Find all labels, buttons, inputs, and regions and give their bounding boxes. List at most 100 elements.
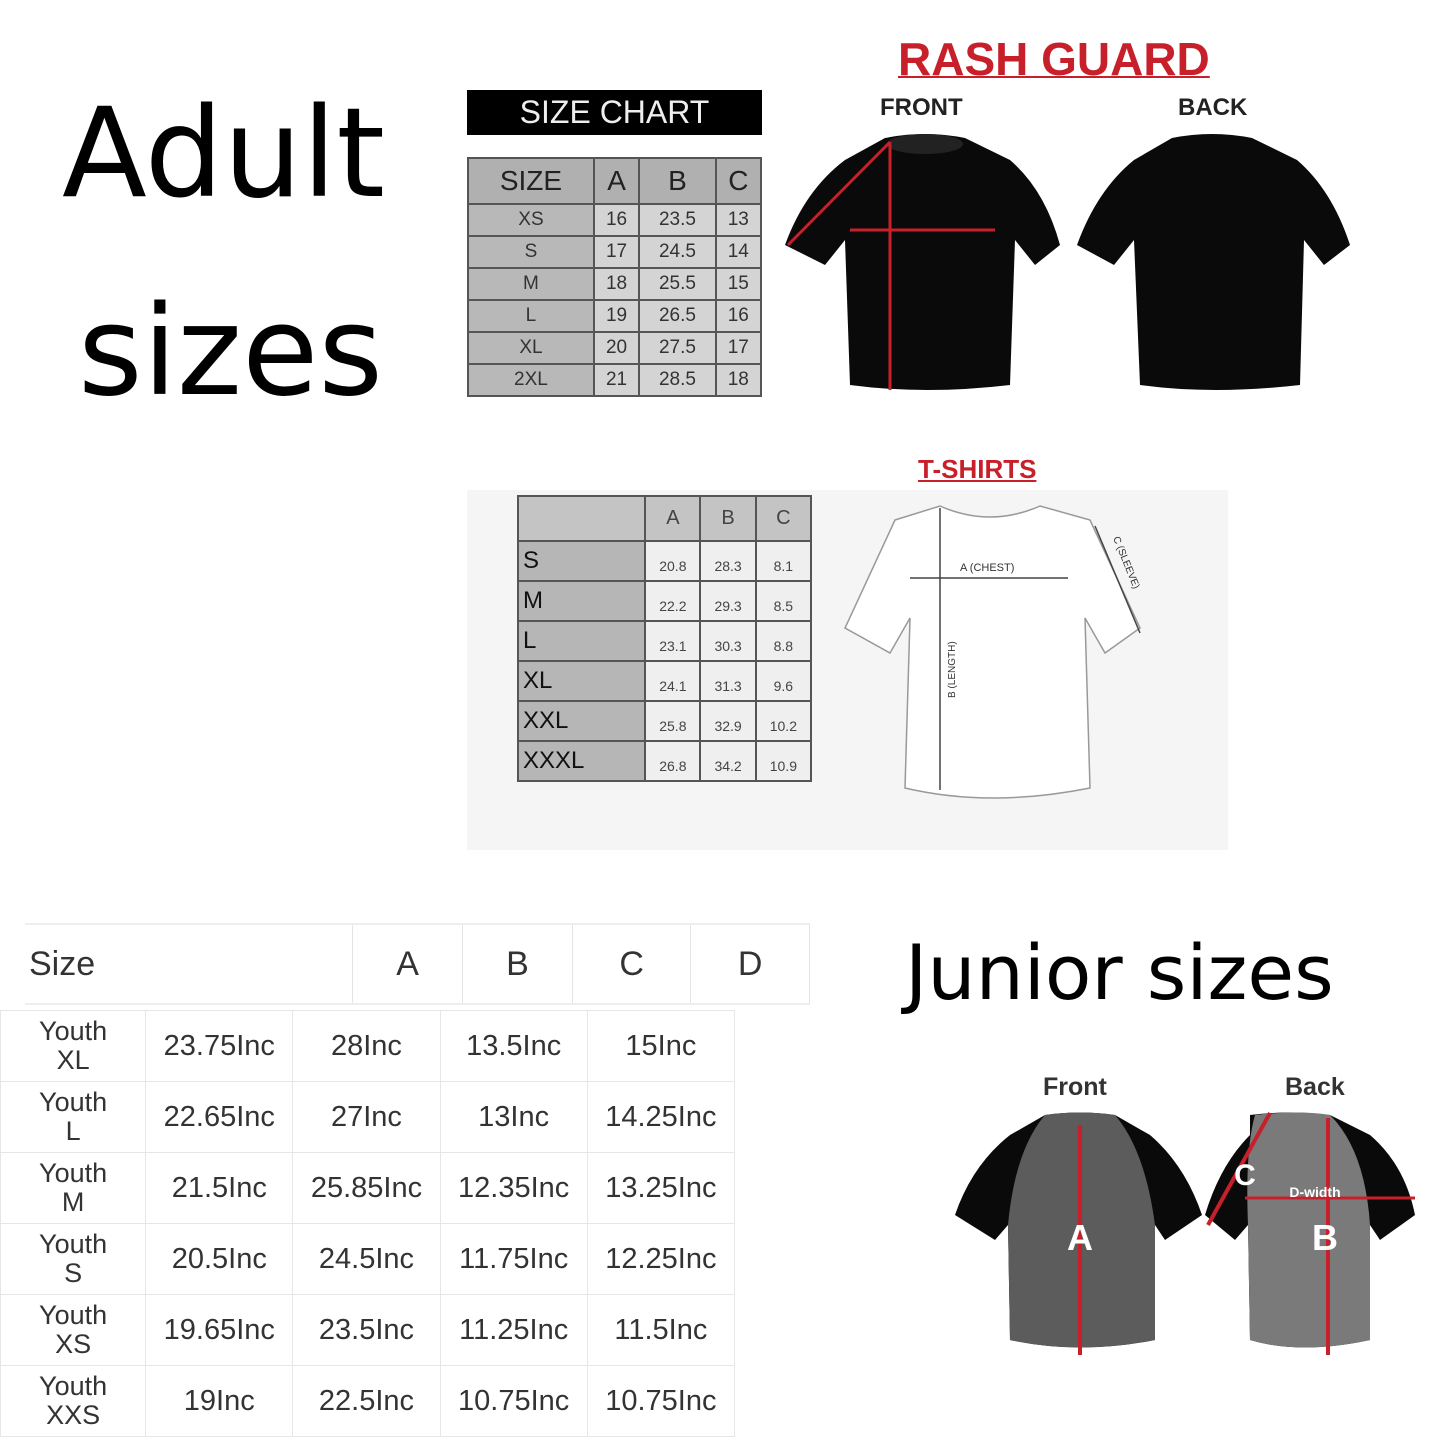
value-cell: 28.5 xyxy=(638,363,717,397)
value-cell: 15 xyxy=(714,267,763,301)
value-cell: 31.3 xyxy=(699,660,757,702)
value-cell: 22.2 xyxy=(644,580,702,622)
size-cell: XL xyxy=(516,660,647,702)
value-cell: 12.35Inc xyxy=(439,1152,588,1224)
value-cell: 23.5 xyxy=(638,203,717,237)
value-cell: 10.75Inc xyxy=(439,1365,588,1437)
value-cell: 18 xyxy=(714,363,763,397)
junior-heading: Junior sizes xyxy=(905,928,1334,1017)
length-label: B (LENGTH) xyxy=(947,641,958,698)
column-header: A xyxy=(644,495,702,542)
measure-b-label: B xyxy=(1312,1217,1338,1258)
size-cell: S xyxy=(467,235,595,269)
size-cell: XS xyxy=(467,203,595,237)
rash-back-label: BACK xyxy=(1178,94,1248,121)
value-cell: 32.9 xyxy=(699,700,757,742)
size-cell: XXL xyxy=(516,700,647,742)
junior-front-label: Front xyxy=(1043,1073,1107,1101)
table-row: XS 16 23.5 13 xyxy=(467,203,763,237)
table-row: XL 20 27.5 17 xyxy=(467,331,763,365)
value-cell: 24.1 xyxy=(644,660,702,702)
junior-size-table: Youth XL 23.75Inc 28Inc 13.5Inc 15Inc Youth L 22… xyxy=(0,1010,736,1437)
column-header: Size xyxy=(25,923,354,1005)
size-cell: XL xyxy=(467,331,595,365)
column-header: B xyxy=(638,157,717,205)
value-cell: 10.9 xyxy=(754,740,813,782)
value-cell: 12.25Inc xyxy=(586,1223,736,1295)
table-row: 2XL 21 28.5 18 xyxy=(467,363,763,397)
value-cell: 18 xyxy=(592,267,641,301)
size-cell: M xyxy=(516,580,647,622)
value-cell: 14.25Inc xyxy=(586,1081,736,1153)
measure-c-label: C xyxy=(1234,1159,1256,1192)
column-header: B xyxy=(462,923,573,1005)
tshirt-outline-diagram: A (CHEST) B (LENGTH) C (SLEEVE) xyxy=(844,505,1141,799)
value-cell: 15Inc xyxy=(586,1010,736,1082)
value-cell: 20.8 xyxy=(644,540,702,582)
value-cell: 23.75Inc xyxy=(145,1010,294,1082)
value-cell: 16 xyxy=(714,299,763,333)
column-header: A xyxy=(592,157,641,205)
size-cell: M xyxy=(467,267,595,301)
size-chart-title: SIZE CHART xyxy=(467,90,762,135)
size-cell: Youth L xyxy=(0,1081,147,1153)
size-cell: XXXL xyxy=(516,740,647,782)
value-cell: 22.65Inc xyxy=(145,1081,294,1153)
column-header: SIZE xyxy=(467,157,595,205)
table-row: XL 24.1 31.3 9.6 xyxy=(516,660,813,702)
adult-heading-line1: Adult xyxy=(62,82,386,226)
size-cell: Youth S xyxy=(0,1223,147,1295)
value-cell: 13.5Inc xyxy=(439,1010,588,1082)
value-cell: 21 xyxy=(592,363,641,397)
column-header: C xyxy=(754,495,813,542)
size-cell: S xyxy=(516,540,647,582)
rash-guard-front-shirt xyxy=(785,134,1060,390)
table-row: S 17 24.5 14 xyxy=(467,235,763,269)
value-cell: 16 xyxy=(592,203,641,237)
value-cell: 29.3 xyxy=(699,580,757,622)
tshirts-title: T-SHIRTS xyxy=(918,454,1037,484)
table-row: M 18 25.5 15 xyxy=(467,267,763,301)
value-cell: 24.5 xyxy=(638,235,717,269)
value-cell: 28Inc xyxy=(292,1010,441,1082)
column-header: B xyxy=(699,495,757,542)
table-row: Youth XXS 19Inc 22.5Inc 10.75Inc 10.75Inc xyxy=(0,1365,736,1437)
tshirt-size-table: A B C S 20.8 28.3 8.1 M 22.2 29.3 8.5 L 23.1 30.3 8.8 X… xyxy=(516,495,813,782)
value-cell: 25.85Inc xyxy=(292,1152,441,1224)
table-row: Youth XL 23.75Inc 28Inc 13.5Inc 15Inc xyxy=(0,1010,736,1082)
measure-d-label: D-width xyxy=(1289,1184,1340,1200)
value-cell: 23.5Inc xyxy=(292,1294,441,1366)
junior-back-shirt: B C D-width xyxy=(1205,1112,1415,1355)
size-cell: Youth XL xyxy=(0,1010,147,1082)
value-cell: 26.8 xyxy=(644,740,702,782)
value-cell: 19 xyxy=(592,299,641,333)
value-cell: 28.3 xyxy=(699,540,757,582)
value-cell: 21.5Inc xyxy=(145,1152,294,1224)
value-cell: 27.5 xyxy=(638,331,717,365)
table-row: Youth S 20.5Inc 24.5Inc 11.75Inc 12.25Inc xyxy=(0,1223,736,1295)
value-cell: 11.5Inc xyxy=(586,1294,736,1366)
value-cell: 20 xyxy=(592,331,641,365)
rash-guard-title: RASH GUARD xyxy=(898,33,1210,85)
table-row: Youth XS 19.65Inc 23.5Inc 11.25Inc 11.5Inc xyxy=(0,1294,736,1366)
column-header: C xyxy=(714,157,763,205)
junior-front-shirt: A xyxy=(955,1112,1202,1355)
size-cell: Youth XS xyxy=(0,1294,147,1366)
value-cell: 8.1 xyxy=(754,540,813,582)
table-row: Youth L 22.65Inc 27Inc 13Inc 14.25Inc xyxy=(0,1081,736,1153)
value-cell: 27Inc xyxy=(292,1081,441,1153)
value-cell: 24.5Inc xyxy=(292,1223,441,1295)
header-row: Size A B C D xyxy=(25,923,810,1005)
value-cell: 10.75Inc xyxy=(586,1365,736,1437)
table-row: L 19 26.5 16 xyxy=(467,299,763,333)
adult-heading-line2: sizes xyxy=(78,280,384,424)
table-row: M 22.2 29.3 8.5 xyxy=(516,580,813,622)
size-cell: Youth XXS xyxy=(0,1365,147,1437)
size-cell: L xyxy=(516,620,647,662)
table-row: Youth M 21.5Inc 25.85Inc 12.35Inc 13.25Inc xyxy=(0,1152,736,1224)
value-cell: 17 xyxy=(592,235,641,269)
table-row: XXXL 26.8 34.2 10.9 xyxy=(516,740,813,782)
value-cell: 25.8 xyxy=(644,700,702,742)
value-cell: 20.5Inc xyxy=(145,1223,294,1295)
column-header: C xyxy=(572,923,692,1005)
